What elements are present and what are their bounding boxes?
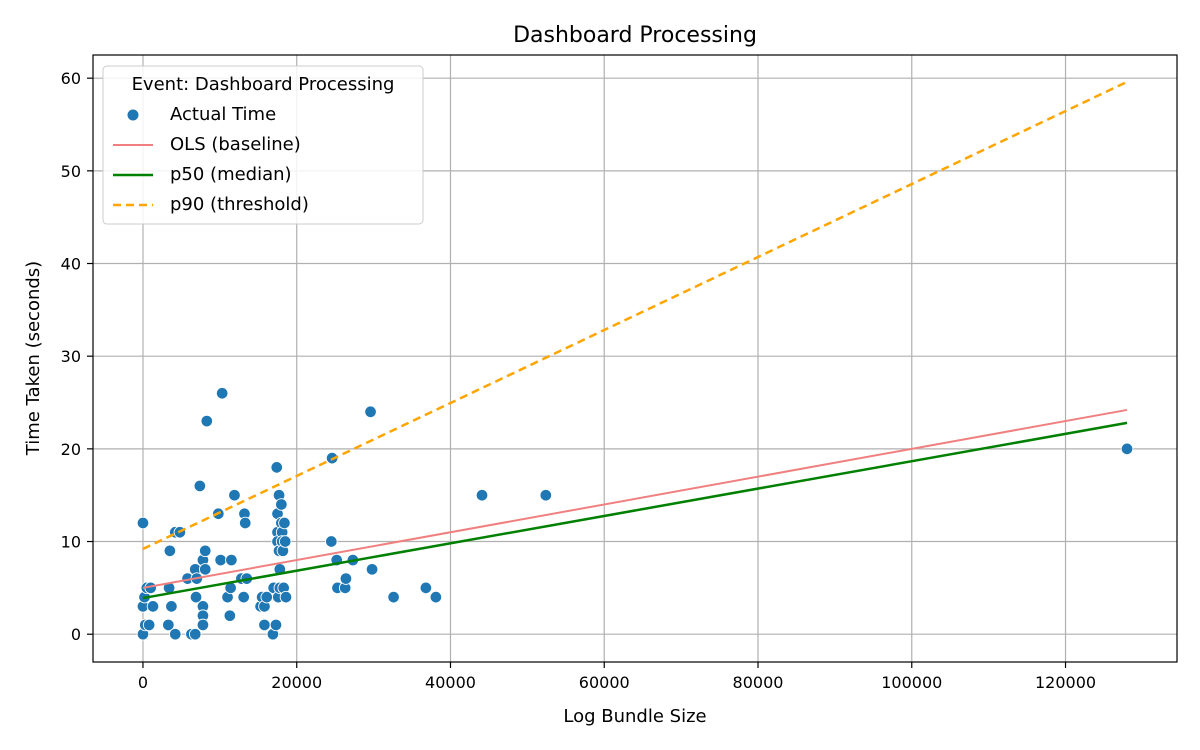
data-point: [258, 618, 271, 632]
y-tick-label: 0: [71, 625, 81, 644]
series-line-ols: [142, 408, 1128, 589]
data-point: [223, 609, 237, 622]
data-point: [278, 535, 292, 548]
plot-frame: [92, 54, 1178, 663]
axis-ticks: 0 20000 40000 60000 80000 100000 120000 0 10 20 30…: [61, 69, 1096, 692]
data-point: [475, 488, 489, 502]
plot-series: [136, 80, 1134, 641]
data-point: [136, 516, 150, 530]
data-point: [1120, 442, 1134, 456]
data-point: [196, 618, 210, 632]
data-point: [364, 405, 377, 419]
data-point: [225, 553, 238, 567]
legend-box: [102, 65, 424, 225]
data-point: [365, 563, 379, 576]
legend: Event: Dashboard Processing Actual Time …: [102, 65, 424, 225]
x-tick-label: 120000: [1035, 673, 1096, 692]
data-point: [387, 590, 400, 604]
data-point: [142, 618, 156, 632]
data-point: [325, 535, 338, 548]
data-point: [188, 627, 202, 641]
x-tick-label: 80000: [733, 673, 784, 692]
data-point: [163, 544, 177, 558]
data-point: [429, 590, 443, 604]
data-point: [214, 553, 227, 567]
data-point: [275, 498, 288, 511]
y-tick-label: 30: [61, 347, 81, 366]
legend-label-ols: OLS (baseline): [170, 134, 301, 155]
data-point: [278, 516, 291, 530]
data-point: [238, 516, 252, 530]
y-tick-label: 10: [61, 533, 81, 552]
x-tick-label: 60000: [579, 673, 630, 692]
grid: [93, 55, 1177, 662]
series-line-p50: [142, 421, 1128, 600]
data-point: [228, 488, 241, 502]
data-point: [162, 618, 175, 632]
y-tick-label: 40: [61, 255, 81, 274]
data-point: [215, 387, 229, 400]
data-point: [198, 544, 212, 558]
data-point: [193, 479, 207, 493]
data-point: [269, 618, 283, 632]
data-point: [165, 600, 178, 613]
data-point: [279, 590, 293, 604]
legend-title: Event: Dashboard Processing: [132, 74, 395, 95]
x-tick-label: 0: [138, 673, 148, 692]
data-point: [339, 572, 353, 585]
y-axis-label: Time Taken (seconds): [23, 261, 44, 456]
data-point: [198, 563, 212, 576]
data-point: [270, 461, 283, 474]
legend-label-p90: p90 (threshold): [170, 194, 309, 215]
legend-marker-actual-time: [126, 108, 140, 122]
data-point: [169, 627, 182, 641]
x-tick-label: 20000: [271, 673, 322, 692]
x-tick-label: 100000: [881, 673, 942, 692]
legend-label-actual-time: Actual Time: [170, 104, 276, 125]
chart-title: Dashboard Processing: [513, 23, 757, 48]
y-tick-label: 20: [61, 440, 81, 459]
y-tick-label: 60: [61, 69, 81, 88]
data-point: [146, 600, 160, 613]
data-point: [539, 488, 553, 502]
legend-label-p50: p50 (median): [170, 164, 292, 185]
data-point: [237, 590, 250, 604]
x-tick-label: 40000: [425, 673, 476, 692]
y-tick-label: 50: [61, 162, 81, 181]
data-point: [189, 590, 203, 604]
data-point: [200, 414, 214, 428]
data-point: [419, 581, 433, 595]
x-axis-label: Log Bundle Size: [563, 706, 706, 727]
